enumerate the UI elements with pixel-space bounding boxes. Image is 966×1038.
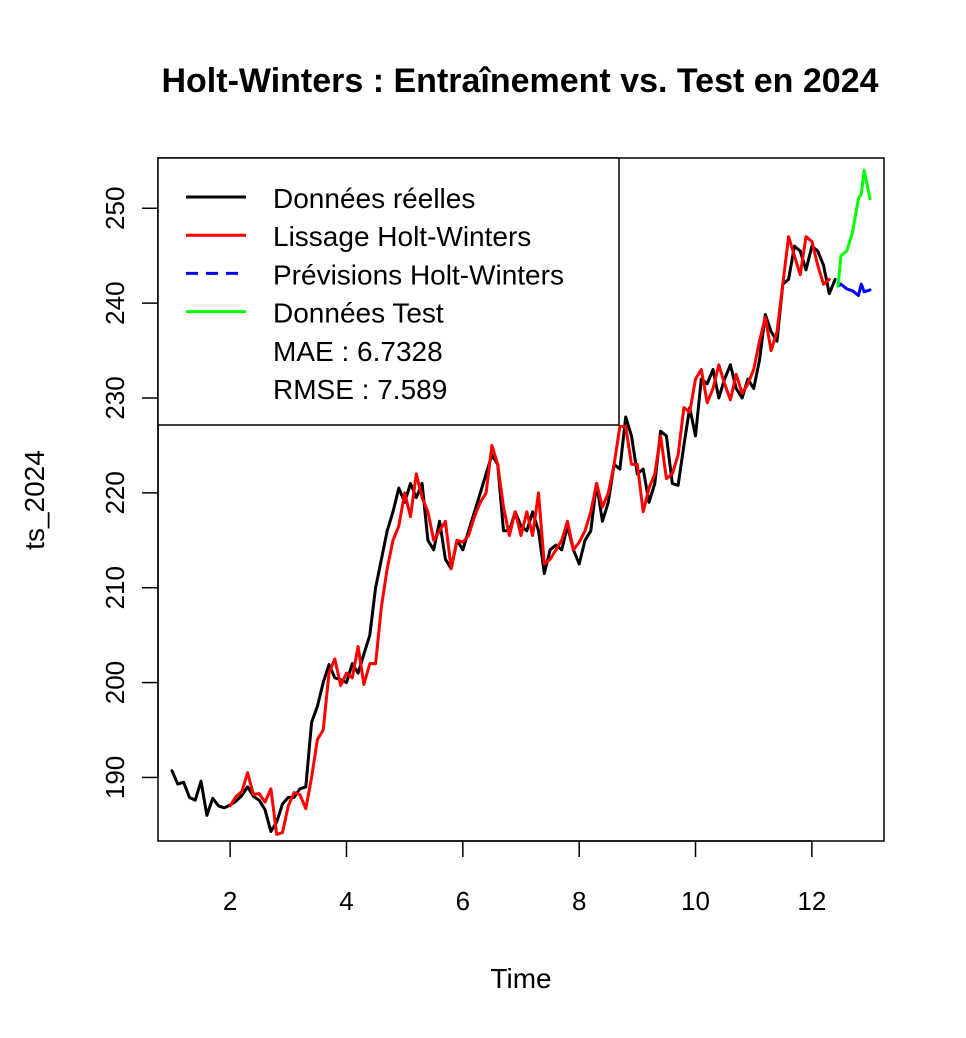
legend: Données réelles Lissage Holt-Winters Prévi…	[157, 157, 620, 426]
series-layer	[170, 168, 872, 836]
y-tick-label: 200	[100, 661, 130, 704]
legend-label: Prévisions Holt-Winters	[273, 259, 564, 290]
series-line-lissage-holt-winters	[228, 235, 831, 836]
chart-title: Holt-Winters : Entraînement vs. Test en …	[161, 62, 878, 100]
y-tick-label: 220	[100, 471, 130, 514]
legend-label: Données réelles	[273, 183, 475, 214]
y-tick-label: 230	[100, 376, 130, 419]
y-tick-label: 210	[100, 566, 130, 609]
x-tick-label: 8	[572, 886, 586, 916]
y-tick-label: 240	[100, 281, 130, 324]
x-axis-title: Time	[490, 963, 551, 994]
y-tick-label: 190	[100, 756, 130, 799]
x-tick-label: 12	[797, 886, 826, 916]
series-line-donn-es-test	[836, 168, 872, 288]
legend-metric: MAE : 6.7328	[273, 336, 443, 367]
legend-label: Données Test	[273, 298, 444, 329]
series-line-pr-visions-holt-winters	[836, 282, 872, 297]
y-tick-label: 250	[100, 187, 130, 230]
axes-layer: 2 4 6 8 10 12 190 200 210 220 230 240 250	[100, 187, 826, 916]
x-tick-label: 2	[223, 886, 237, 916]
x-tick-label: 6	[456, 886, 470, 916]
x-tick-label: 4	[339, 886, 353, 916]
x-tick-label: 10	[681, 886, 710, 916]
legend-label: Lissage Holt-Winters	[273, 221, 531, 252]
legend-metric: RMSE : 7.589	[273, 374, 447, 405]
legend-box	[157, 157, 620, 426]
y-axis-title: ts_2024	[19, 450, 50, 550]
